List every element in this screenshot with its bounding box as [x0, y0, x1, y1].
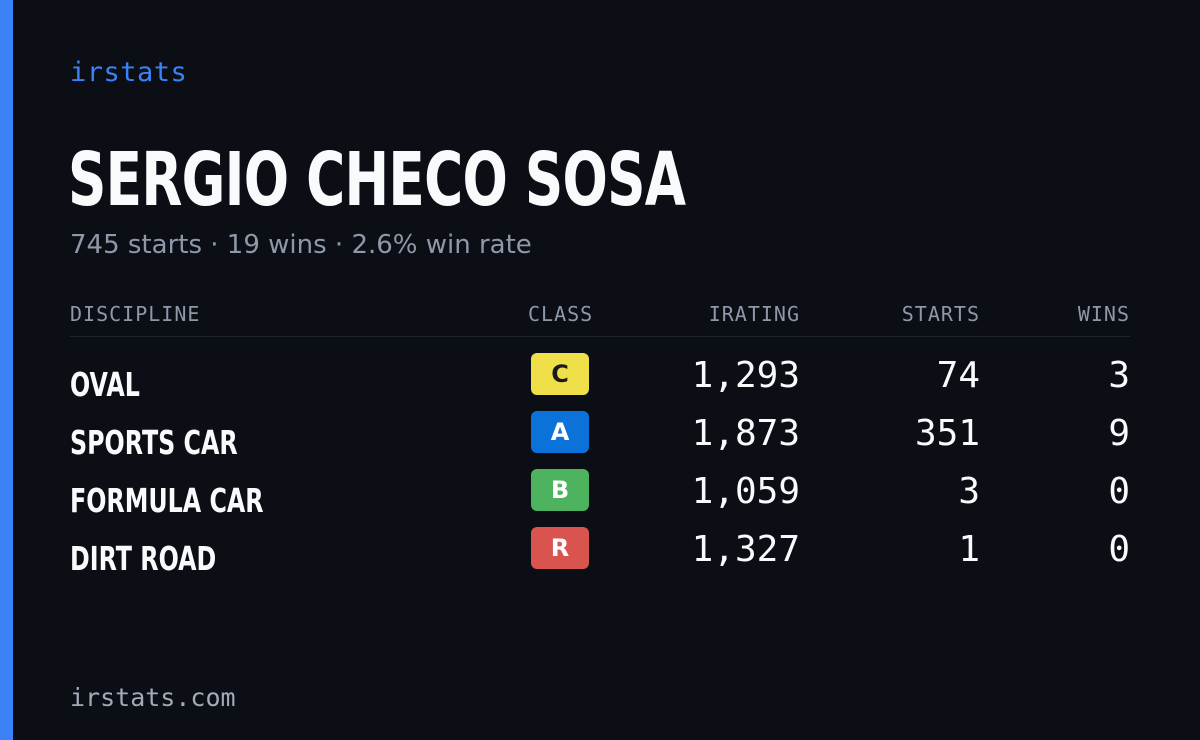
starts-value: 351 [914, 413, 980, 454]
discipline-name: SPORTS CAR [70, 423, 238, 462]
irating-value: 1,327 [691, 529, 800, 570]
discipline-name: FORMULA CAR [70, 481, 264, 520]
class-badge: B [531, 469, 589, 511]
wins-value: 0 [1108, 529, 1130, 570]
header-class: CLASS [528, 302, 594, 326]
class-badge: R [531, 527, 589, 569]
starts-value: 74 [936, 355, 980, 396]
wins-value: 9 [1108, 413, 1130, 454]
driver-name: SERGIO CHECO SOSA [68, 137, 686, 223]
stats-table: DISCIPLINE CLASS IRATING STARTS WINS OVA… [70, 298, 1130, 581]
table-row: OVAL C 1,293 74 3 [70, 349, 1130, 407]
irating-value: 1,293 [691, 355, 800, 396]
wins-value: 0 [1108, 471, 1130, 512]
table-row: FORMULA CAR B 1,059 3 0 [70, 465, 1130, 523]
class-badge: A [531, 411, 589, 453]
class-badge: C [531, 353, 589, 395]
table-row: DIRT ROAD R 1,327 1 0 [70, 523, 1130, 581]
table-row: SPORTS CAR A 1,873 351 9 [70, 407, 1130, 465]
accent-bar [0, 0, 13, 740]
starts-value: 1 [958, 529, 980, 570]
table-header: DISCIPLINE CLASS IRATING STARTS WINS [70, 298, 1130, 337]
irating-value: 1,873 [691, 413, 800, 454]
table-body: OVAL C 1,293 74 3 SPORTS CAR A 1,873 351… [70, 349, 1130, 581]
starts-value: 3 [958, 471, 980, 512]
header-starts: STARTS [901, 302, 980, 326]
wins-value: 3 [1108, 355, 1130, 396]
brand-logo: irstats [70, 57, 188, 88]
irating-value: 1,059 [691, 471, 800, 512]
driver-summary: 745 starts · 19 wins · 2.6% win rate [70, 230, 532, 260]
discipline-name: DIRT ROAD [70, 539, 217, 578]
header-irating: IRATING [708, 302, 800, 326]
header-wins: WINS [1077, 302, 1130, 326]
footer-domain: irstats.com [70, 683, 236, 712]
header-discipline: DISCIPLINE [70, 302, 201, 326]
discipline-name: OVAL [70, 365, 140, 404]
